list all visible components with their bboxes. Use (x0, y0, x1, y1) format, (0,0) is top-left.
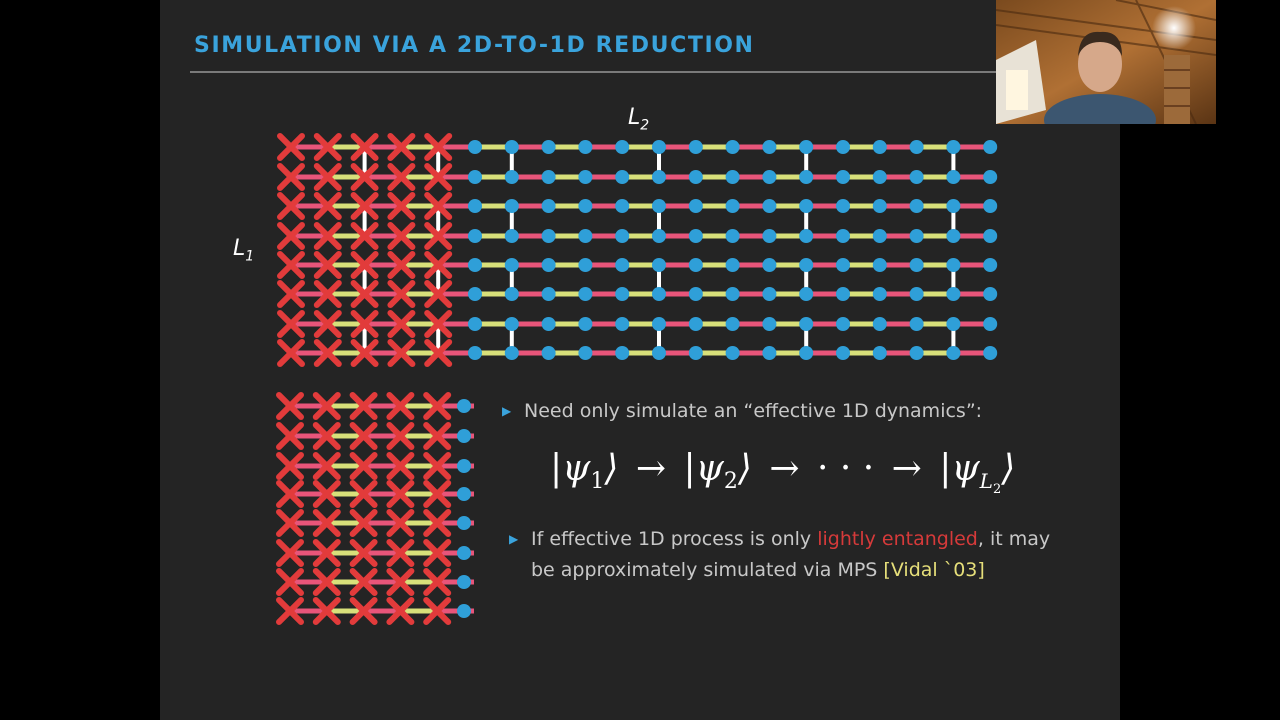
slide-title: SIMULATION VIA A 2D-TO-1D REDUCTION (194, 33, 755, 58)
presenter-webcam (996, 0, 1216, 124)
label-l1: L1 (233, 236, 255, 265)
bullet-triangle-icon: ▶ (509, 532, 519, 546)
bullet-triangle-icon: ▶ (502, 404, 512, 418)
bullet-lightly-entangled: ▶ If effective 1D process is only lightl… (509, 524, 1111, 586)
label-l2: L2 (628, 105, 650, 134)
bullet-effective-1d: ▶ Need only simulate an “effective 1D dy… (502, 396, 1044, 427)
equation: |ψ1⟩ → |ψ2⟩ → · · · → |ψL2⟩ (550, 448, 1016, 498)
title-divider (190, 71, 1000, 73)
